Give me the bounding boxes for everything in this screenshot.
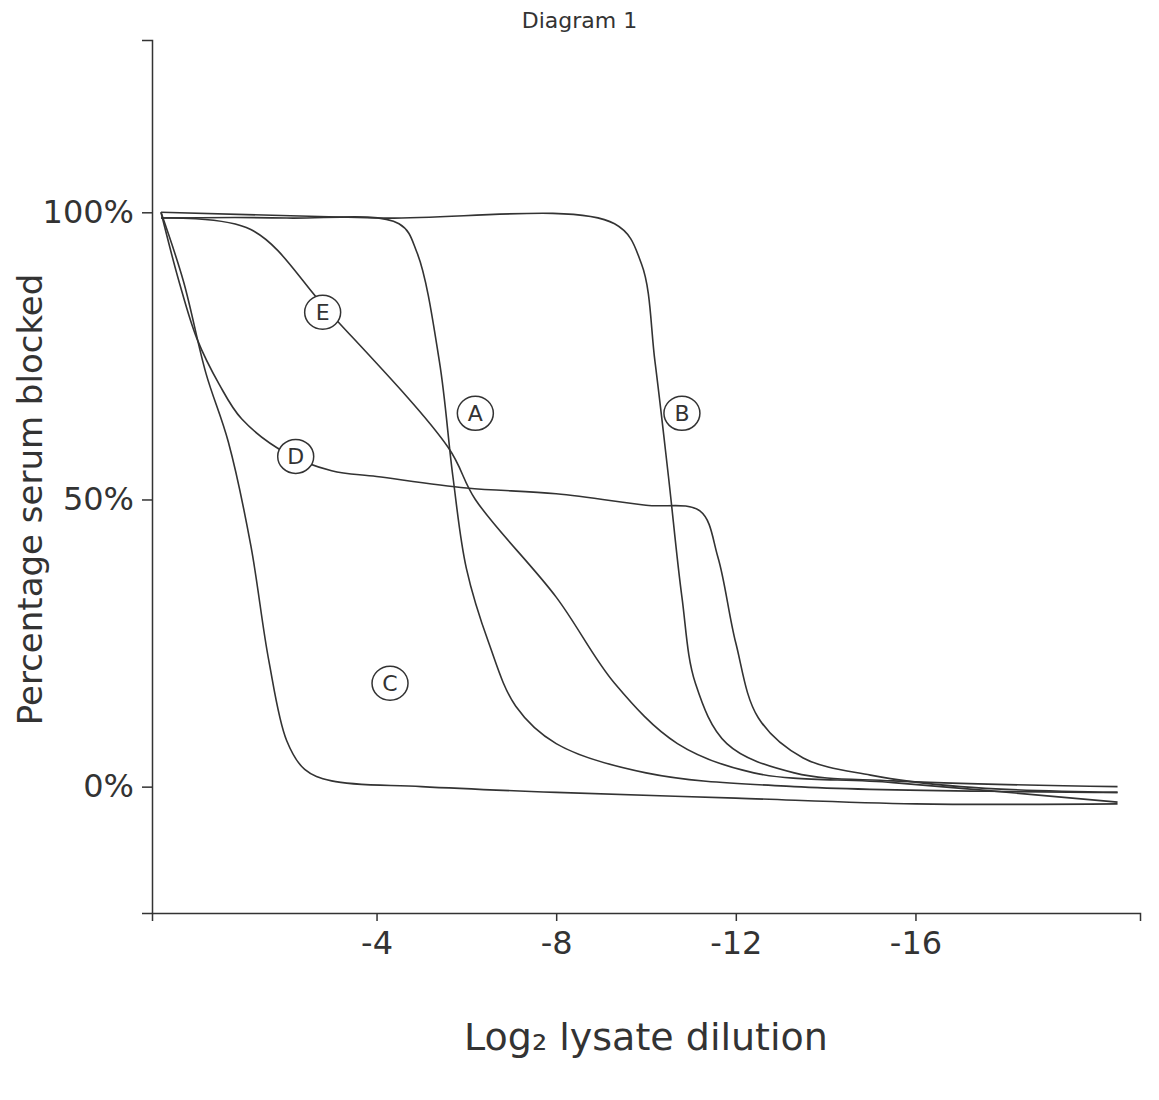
label-circle bbox=[305, 295, 341, 329]
series-name: E bbox=[316, 300, 330, 325]
chart: Diagram 1 0% 50% 100% -4 -8 -12 -16 Log₂ lysate … bbox=[0, 0, 1159, 1100]
series-label: D bbox=[278, 439, 314, 473]
x-tick: -8 bbox=[541, 913, 573, 962]
series-line bbox=[161, 212, 1118, 804]
x-tick: -16 bbox=[890, 913, 942, 962]
y-axis: 0% 50% 100% bbox=[43, 41, 153, 914]
series-name: C bbox=[382, 671, 397, 696]
series-label: A bbox=[457, 396, 493, 430]
y-tick: 0% bbox=[83, 767, 152, 805]
label-circle bbox=[664, 396, 700, 430]
x-axis-title: Log₂ lysate dilution bbox=[464, 1015, 828, 1059]
y-tick-mark bbox=[142, 499, 152, 501]
y-axis-title: Percentage serum blocked bbox=[10, 274, 50, 726]
label-circle bbox=[372, 666, 408, 700]
x-tick-mark bbox=[915, 913, 917, 921]
series-line bbox=[161, 212, 1118, 792]
title: Diagram 1 bbox=[522, 8, 637, 33]
y-tick-label: 0% bbox=[83, 767, 134, 805]
series-labels: A B C D E bbox=[278, 295, 700, 700]
x-tick-label: -16 bbox=[890, 924, 942, 962]
series-label: E bbox=[305, 295, 341, 329]
label-circle bbox=[457, 396, 493, 430]
x-tick: -4 bbox=[361, 913, 393, 962]
x-axis: -4 -8 -12 -16 bbox=[153, 913, 1141, 962]
series-name: B bbox=[674, 401, 689, 426]
series-label: B bbox=[664, 396, 700, 430]
y-tick-label: 50% bbox=[63, 480, 134, 518]
x-tick: -12 bbox=[710, 913, 762, 962]
y-tick: 100% bbox=[43, 193, 152, 231]
series-label: C bbox=[372, 666, 408, 700]
series-name: A bbox=[468, 401, 483, 426]
y-tick-label: 100% bbox=[43, 193, 134, 231]
y-axis-line bbox=[142, 41, 153, 914]
y-tick-mark bbox=[142, 212, 152, 214]
label-circle bbox=[278, 439, 314, 473]
x-tick-mark bbox=[736, 913, 738, 921]
x-tick-mark bbox=[376, 913, 378, 921]
x-tick-mark bbox=[556, 913, 558, 921]
y-tick: 50% bbox=[63, 480, 152, 518]
x-axis-line bbox=[153, 914, 1141, 922]
series-line bbox=[161, 212, 1118, 786]
x-tick-label: -4 bbox=[361, 924, 393, 962]
x-tick-label: -12 bbox=[710, 924, 762, 962]
series-line bbox=[161, 218, 1118, 802]
x-tick-label: -8 bbox=[541, 924, 573, 962]
y-tick-mark bbox=[142, 786, 152, 788]
plot-area bbox=[161, 212, 1118, 804]
series-name: D bbox=[287, 444, 304, 469]
